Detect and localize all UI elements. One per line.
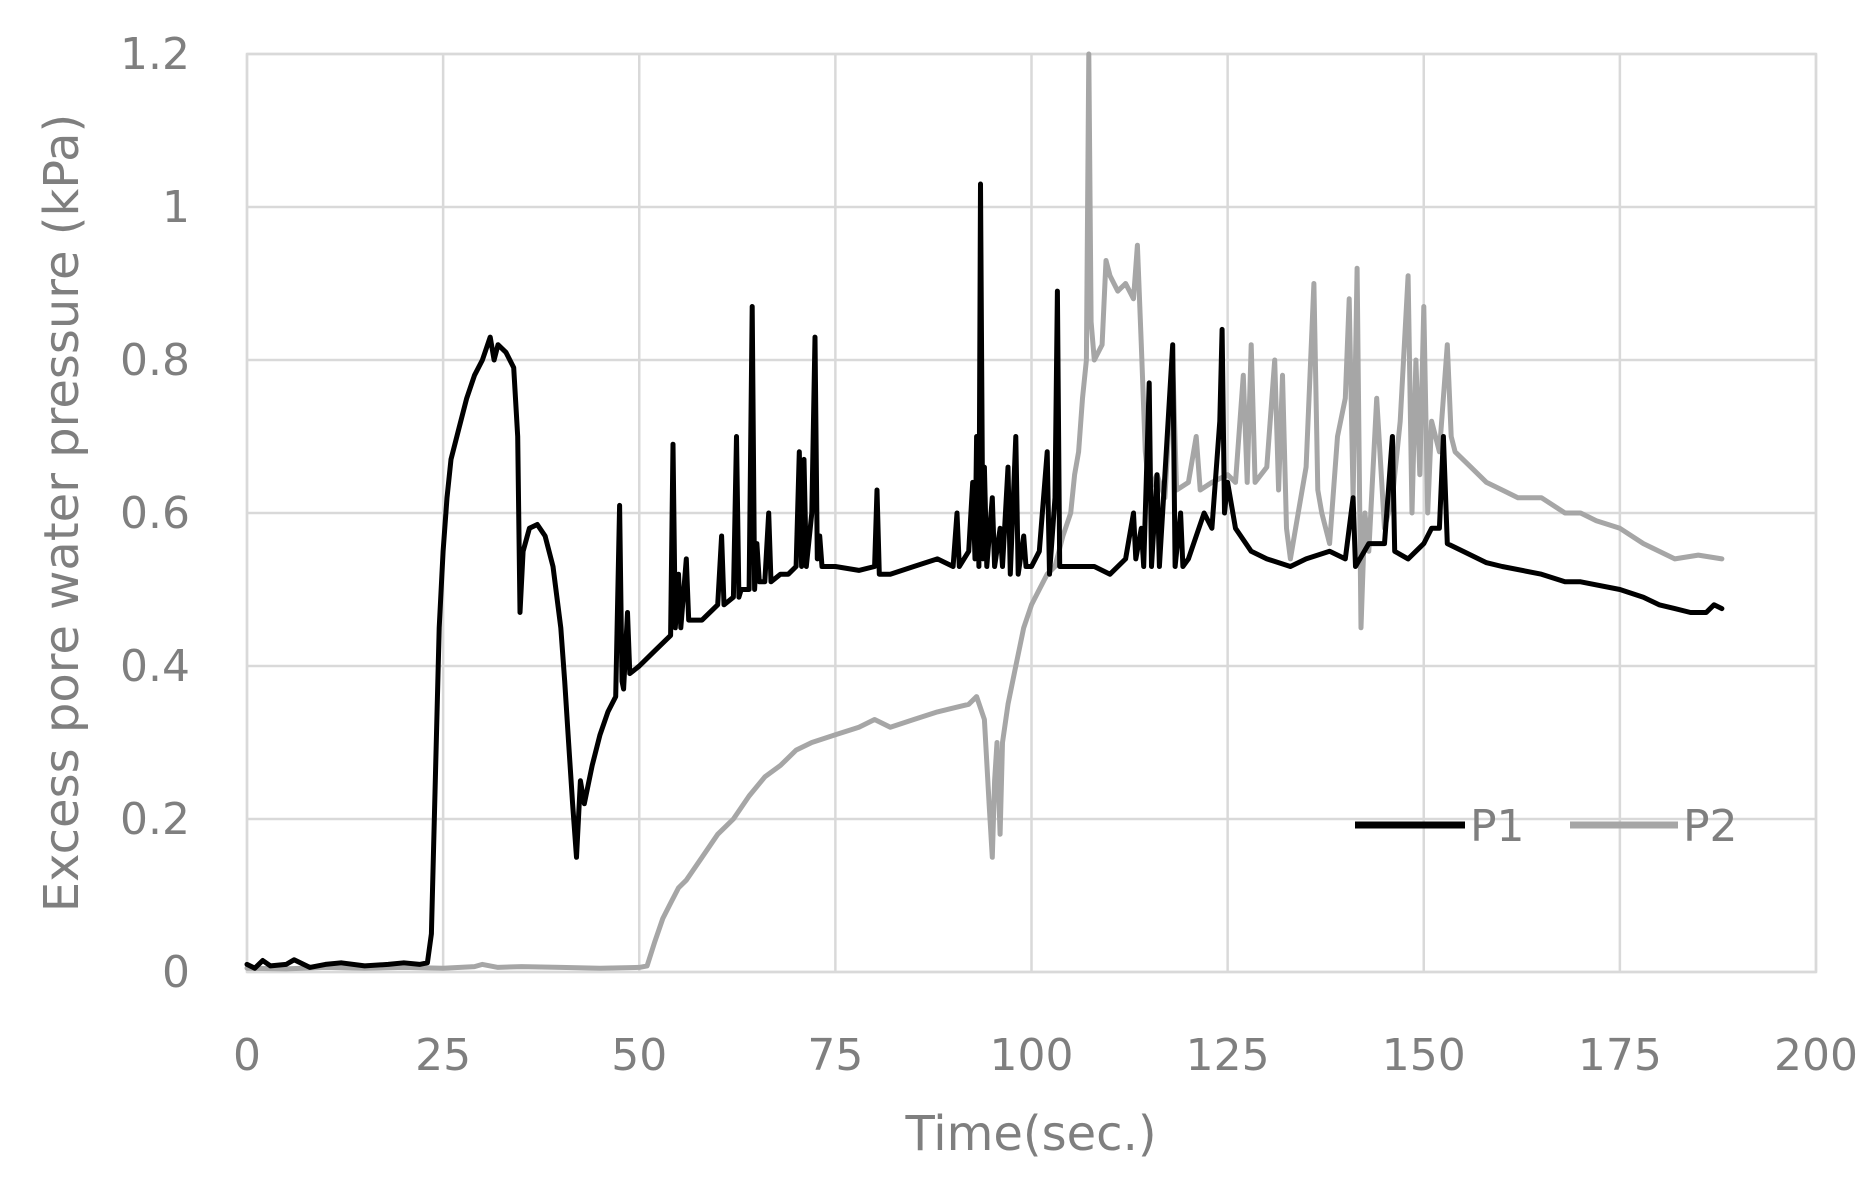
- gridlines: [245, 52, 1818, 974]
- y-axis-tick-labels: 0 0.2 0.4 0.6 0.8 1 1.2: [120, 29, 190, 998]
- x-tick-label: 150: [1382, 1030, 1466, 1081]
- x-axis-title: Time(sec.): [904, 1106, 1156, 1162]
- x-tick-label: 75: [807, 1030, 863, 1081]
- y-tick-label: 0.6: [120, 488, 190, 539]
- series-line-p1: [244, 181, 1725, 971]
- y-tick-label: 1: [162, 182, 190, 233]
- x-tick-label: 175: [1578, 1030, 1662, 1081]
- series-lines: [244, 51, 1725, 972]
- y-tick-label: 0.4: [120, 641, 190, 692]
- series-line-p2: [244, 51, 1725, 972]
- legend-p1-label: P1: [1470, 801, 1525, 852]
- legend-p2-label: P2: [1683, 801, 1738, 852]
- y-tick-label: 0.8: [120, 335, 190, 386]
- y-tick-label: 0: [162, 947, 190, 998]
- legend: P1 P2: [1355, 801, 1738, 852]
- x-tick-label: 50: [611, 1030, 667, 1081]
- x-tick-label: 100: [990, 1030, 1074, 1081]
- x-axis-tick-labels: 0 25 50 75 100 125 150 175 200: [233, 1030, 1858, 1081]
- x-tick-label: 125: [1186, 1030, 1270, 1081]
- x-tick-label: 200: [1774, 1030, 1858, 1081]
- plot-area-border: [245, 52, 1818, 974]
- y-tick-label: 0.2: [120, 794, 190, 845]
- x-tick-label: 25: [415, 1030, 471, 1081]
- y-axis-title: Excess pore water pressure (kPa): [34, 114, 90, 912]
- y-tick-label: 1.2: [120, 29, 190, 80]
- x-tick-label: 0: [233, 1030, 261, 1081]
